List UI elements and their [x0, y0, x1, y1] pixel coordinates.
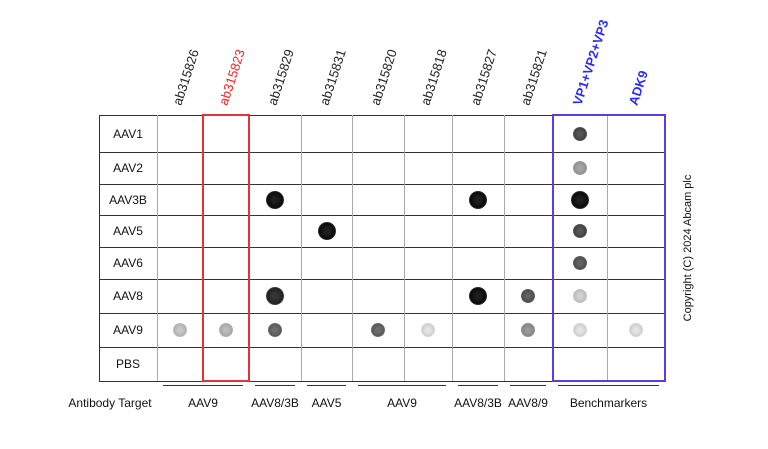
blot-dot [172, 323, 187, 337]
target-underline [163, 385, 243, 386]
grid-line [352, 115, 353, 381]
blot-dot [521, 289, 535, 303]
row-label: AAV6 [113, 256, 143, 270]
target-underline [558, 385, 659, 386]
antibody-target: Benchmarkers [569, 396, 648, 410]
antibody-target: AAV9 [387, 396, 417, 410]
column-label: ab315827 [467, 47, 500, 107]
blot-dot [521, 323, 535, 337]
column-label: ab315818 [417, 47, 450, 107]
blot-dot [572, 224, 587, 238]
blot-dot [218, 323, 233, 337]
column-label: ab315826 [169, 47, 202, 107]
row-label: PBS [115, 357, 140, 371]
column-label: VP1+VP2+VP3 [569, 17, 611, 108]
antibody-target-label: Antibody Target [68, 396, 152, 410]
grid-line [157, 115, 158, 381]
column-label: ADK9 [625, 68, 651, 107]
blot-dot [572, 126, 587, 141]
grid-line [99, 184, 665, 185]
target-underline [510, 385, 546, 386]
grid-line [452, 115, 453, 381]
row-label: AAV3B [109, 192, 147, 207]
row-label: AAV8 [113, 289, 143, 303]
antibody-target: AAV8/9 [508, 396, 548, 410]
blot-dot [266, 287, 284, 305]
row-label: AAV5 [113, 224, 143, 238]
blot-dot [266, 190, 284, 209]
target-underline [255, 385, 295, 386]
column-label: ab315821 [517, 47, 550, 107]
column-label: ab315831 [316, 47, 349, 107]
grid-line [504, 115, 505, 381]
column-label: ab315823 [215, 47, 248, 107]
blot-dot [469, 190, 487, 209]
row-label: AAV2 [113, 161, 143, 175]
antibody-target: AAV8/3B [454, 396, 502, 410]
blot-dot [469, 287, 487, 305]
grid-line [607, 115, 608, 381]
blot-dot [371, 323, 385, 337]
grid-line [301, 115, 302, 381]
grid-line [99, 152, 665, 153]
column-label: ab315820 [367, 47, 400, 107]
target-underline [458, 385, 498, 386]
blot-dot [317, 222, 336, 240]
row-label: AAV9 [113, 323, 143, 337]
copyright: Copyright (C) 2024 Abcam plc [682, 174, 694, 322]
highlight-box-blue [552, 114, 666, 382]
blot-dot [572, 256, 587, 270]
grid-line [99, 347, 665, 348]
column-label: ab315829 [264, 47, 297, 107]
highlight-box-red [202, 114, 250, 382]
blot-dot [572, 289, 587, 303]
blot-dot [572, 161, 587, 175]
antibody-target: AAV9 [188, 396, 218, 410]
grid-line [404, 115, 405, 381]
blot-dot [572, 323, 587, 337]
grid-line [99, 313, 665, 314]
blot-dot [570, 190, 589, 209]
antibody-target: AAV8/3B [251, 396, 299, 410]
target-underline [307, 385, 346, 386]
blot-dot [268, 323, 282, 337]
grid-line [99, 279, 665, 280]
grid-line [99, 381, 665, 382]
antibody-target: AAV5 [311, 396, 342, 410]
grid-line [99, 115, 100, 381]
blot-dot [421, 323, 435, 337]
blot-dot [629, 323, 643, 337]
grid-line [99, 115, 665, 116]
grid-line [99, 215, 665, 216]
row-label: AAV1 [113, 126, 143, 141]
grid-line [99, 247, 665, 248]
target-underline [358, 385, 446, 386]
